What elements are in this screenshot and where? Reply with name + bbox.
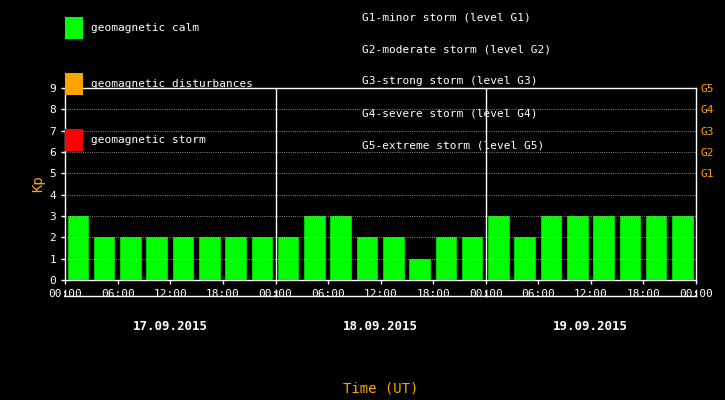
Bar — [94, 237, 115, 280]
Bar — [146, 237, 168, 280]
Bar — [67, 216, 89, 280]
Text: Time (UT): Time (UT) — [343, 382, 418, 396]
Bar — [304, 216, 326, 280]
Bar — [331, 216, 352, 280]
Bar — [672, 216, 694, 280]
Bar — [515, 237, 536, 280]
Bar — [278, 237, 299, 280]
Text: 17.09.2015: 17.09.2015 — [133, 320, 208, 333]
Bar — [357, 237, 378, 280]
Bar — [252, 237, 273, 280]
Bar — [120, 237, 141, 280]
Bar — [646, 216, 667, 280]
Bar — [488, 216, 510, 280]
Bar — [410, 259, 431, 280]
Text: 18.09.2015: 18.09.2015 — [343, 320, 418, 333]
Bar — [225, 237, 246, 280]
Bar — [436, 237, 457, 280]
Bar — [620, 216, 641, 280]
Y-axis label: Kp: Kp — [31, 176, 45, 192]
Text: geomagnetic disturbances: geomagnetic disturbances — [91, 79, 252, 89]
Bar — [541, 216, 562, 280]
Bar — [593, 216, 615, 280]
Text: G4-severe storm (level G4): G4-severe storm (level G4) — [362, 108, 538, 118]
Bar — [462, 237, 484, 280]
Bar — [383, 237, 405, 280]
Bar — [173, 237, 194, 280]
Text: G1-minor storm (level G1): G1-minor storm (level G1) — [362, 12, 531, 22]
Text: 19.09.2015: 19.09.2015 — [553, 320, 629, 333]
Text: G2-moderate storm (level G2): G2-moderate storm (level G2) — [362, 44, 552, 54]
Text: G3-strong storm (level G3): G3-strong storm (level G3) — [362, 76, 538, 86]
Text: geomagnetic storm: geomagnetic storm — [91, 135, 205, 145]
Bar — [567, 216, 589, 280]
Text: geomagnetic calm: geomagnetic calm — [91, 23, 199, 33]
Text: G5-extreme storm (level G5): G5-extreme storm (level G5) — [362, 140, 544, 150]
Bar — [199, 237, 220, 280]
